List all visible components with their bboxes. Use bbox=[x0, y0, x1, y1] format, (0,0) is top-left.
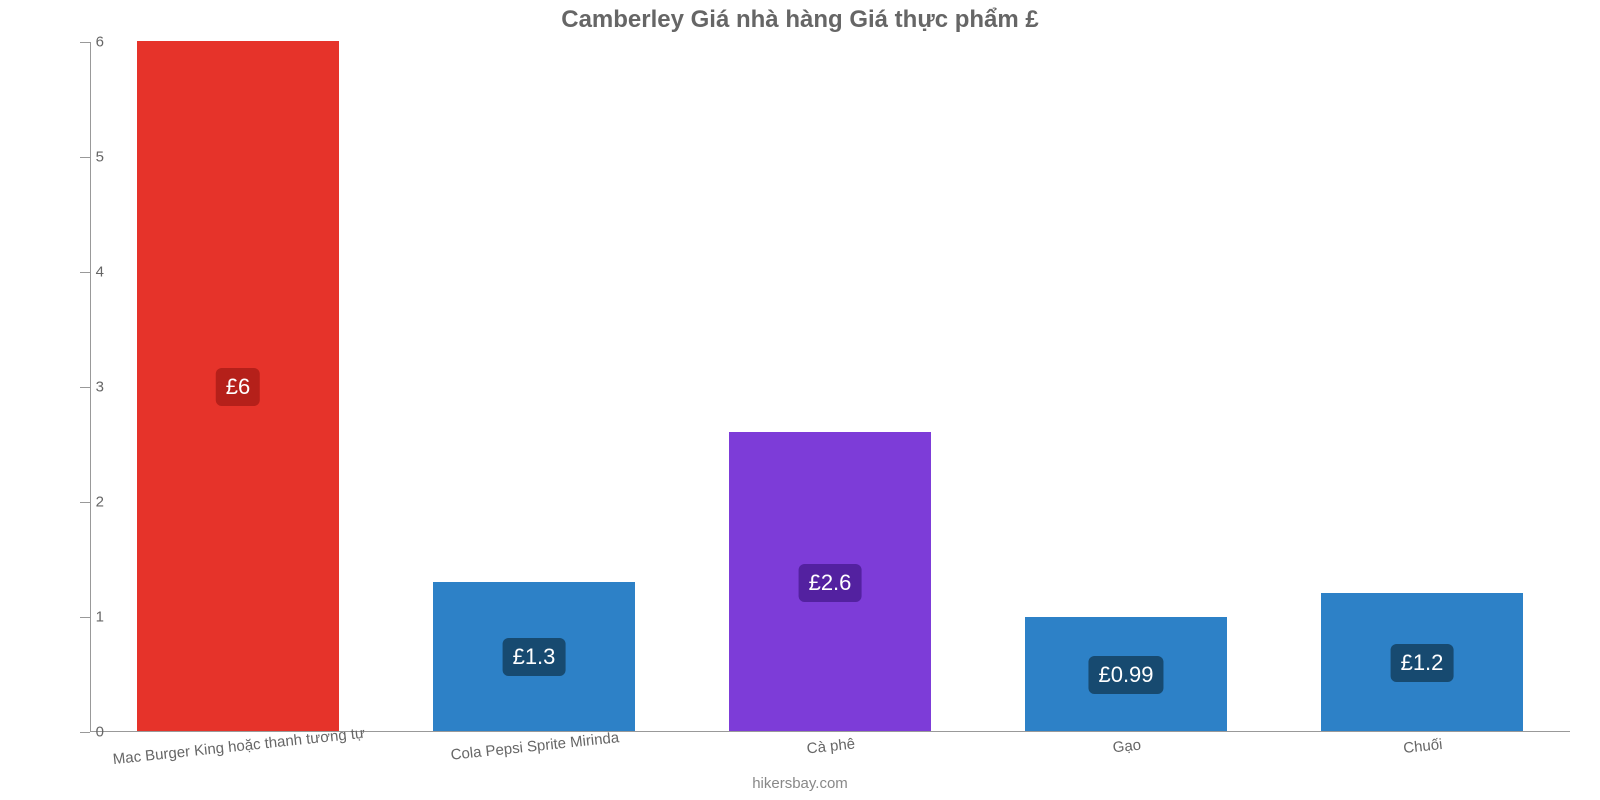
attribution-text: hikersbay.com bbox=[0, 775, 1600, 792]
y-tick bbox=[80, 157, 90, 158]
y-tick bbox=[80, 387, 90, 388]
plot-area: £6 £1.3 £2.6 £0.99 £1.2 bbox=[90, 42, 1570, 732]
y-tick-label: 0 bbox=[96, 724, 104, 741]
y-tick-label: 1 bbox=[96, 609, 104, 626]
y-tick bbox=[80, 617, 90, 618]
y-tick bbox=[80, 732, 90, 733]
y-tick bbox=[80, 42, 90, 43]
bar-value-label: £1.3 bbox=[503, 638, 566, 676]
y-tick-label: 5 bbox=[96, 149, 104, 166]
y-tick bbox=[80, 502, 90, 503]
category-label: Cà phê bbox=[806, 735, 856, 757]
y-tick-label: 6 bbox=[96, 34, 104, 51]
y-tick bbox=[80, 272, 90, 273]
bar-value-label: £1.2 bbox=[1391, 644, 1454, 682]
y-tick-label: 2 bbox=[96, 494, 104, 511]
category-label: Chuối bbox=[1403, 736, 1444, 757]
bar-value-label: £2.6 bbox=[799, 564, 862, 602]
y-axis-line bbox=[90, 42, 91, 732]
y-tick-label: 3 bbox=[96, 379, 104, 396]
category-label: Gạo bbox=[1112, 737, 1142, 757]
y-tick-label: 4 bbox=[96, 264, 104, 281]
bar-value-label: £6 bbox=[216, 368, 260, 406]
category-label: Cola Pepsi Sprite Mirinda bbox=[450, 729, 620, 764]
bar-value-label: £0.99 bbox=[1088, 656, 1163, 694]
price-bar-chart: Camberley Giá nhà hàng Giá thực phẩm £ £… bbox=[0, 0, 1600, 800]
chart-title: Camberley Giá nhà hàng Giá thực phẩm £ bbox=[0, 6, 1600, 34]
